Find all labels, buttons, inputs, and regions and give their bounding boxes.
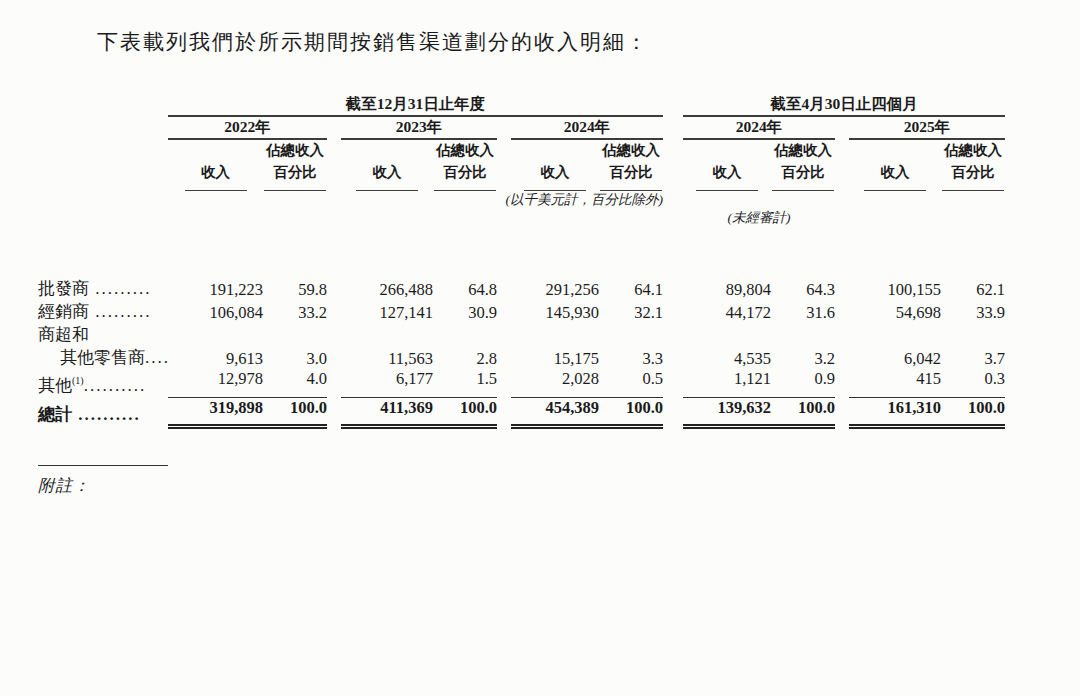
row-label: 批發商 ......... bbox=[38, 277, 168, 300]
revenue-subheader: 收入 bbox=[849, 139, 941, 191]
revenue-cell: 12,978 bbox=[168, 369, 263, 398]
pct-cell: 3.3 bbox=[599, 346, 663, 369]
pct-cell: 100.0 bbox=[599, 397, 663, 426]
revenue-cell: 145,930 bbox=[511, 300, 599, 323]
pct-cell: 2.8 bbox=[433, 346, 497, 369]
table-row-wholesalers: 批發商 ......... 191,223 59.8 266,488 64.8 … bbox=[38, 277, 1005, 300]
revenue-cell: 2,028 bbox=[511, 369, 599, 398]
table-row-others: 其他(1).......... 12,978 4.0 6,177 1.5 2,0… bbox=[38, 369, 1005, 398]
revenue-cell: 6,177 bbox=[341, 369, 433, 398]
period-header-interim: 截至4月30日止四個月 bbox=[683, 94, 1005, 116]
pct-subheader: 佔總收入百分比 bbox=[941, 139, 1005, 191]
pct-cell: 64.3 bbox=[771, 277, 835, 300]
revenue-cell: 127,141 bbox=[341, 300, 433, 323]
row-label: 總計 .......... bbox=[38, 397, 168, 426]
column-subheader-row: 收入 佔總收入百分比 收入 佔總收入百分比 收入 佔總收入百分比 收入 佔總收入… bbox=[38, 139, 1005, 191]
pct-cell: 62.1 bbox=[941, 277, 1005, 300]
year-header-2022: 2022年 bbox=[168, 116, 327, 139]
row-label: 其他零售商.... bbox=[38, 346, 168, 369]
pct-cell: 31.6 bbox=[771, 300, 835, 323]
footnote-label: 附註： bbox=[38, 466, 1080, 497]
unaudited-note-row: (未經審計) bbox=[38, 209, 1005, 227]
row-label: 商超和 bbox=[38, 323, 168, 346]
revenue-cell: 415 bbox=[849, 369, 941, 398]
pct-cell: 59.8 bbox=[263, 277, 327, 300]
revenue-cell: 319,898 bbox=[168, 397, 263, 426]
unaudited-note: (未經審計) bbox=[683, 209, 835, 227]
revenue-cell: 106,084 bbox=[168, 300, 263, 323]
pct-cell: 1.5 bbox=[433, 369, 497, 398]
revenue-cell: 6,042 bbox=[849, 346, 941, 369]
revenue-cell: 11,563 bbox=[341, 346, 433, 369]
year-header-row: 2022年 2023年 2024年 2024年 2025年 bbox=[38, 116, 1005, 139]
revenue-cell: 15,175 bbox=[511, 346, 599, 369]
revenue-cell: 4,535 bbox=[683, 346, 771, 369]
pct-cell: 33.2 bbox=[263, 300, 327, 323]
pct-cell: 3.7 bbox=[941, 346, 1005, 369]
pct-cell: 33.9 bbox=[941, 300, 1005, 323]
period-header-annual: 截至12月31日止年度 bbox=[168, 94, 663, 116]
revenue-subheader: 收入 bbox=[511, 139, 599, 191]
revenue-subheader: 收入 bbox=[168, 139, 263, 191]
revenue-cell: 191,223 bbox=[168, 277, 263, 300]
revenue-subheader: 收入 bbox=[683, 139, 771, 191]
pct-cell: 64.8 bbox=[433, 277, 497, 300]
revenue-subheader: 收入 bbox=[341, 139, 433, 191]
footnote-marker: (1) bbox=[72, 375, 84, 386]
revenue-cell: 89,804 bbox=[683, 277, 771, 300]
period-group-header-row: 截至12月31日止年度 截至4月30日止四個月 bbox=[38, 94, 1005, 116]
pct-subheader: 佔總收入百分比 bbox=[599, 139, 663, 191]
revenue-cell: 54,698 bbox=[849, 300, 941, 323]
pct-cell: 64.1 bbox=[599, 277, 663, 300]
table-row-total: 總計 .......... 319,898 100.0 411,369 100.… bbox=[38, 397, 1005, 426]
revenue-cell: 454,389 bbox=[511, 397, 599, 426]
pct-cell: 100.0 bbox=[771, 397, 835, 426]
pct-cell: 32.1 bbox=[599, 300, 663, 323]
year-header-2024-interim: 2024年 bbox=[683, 116, 835, 139]
pct-cell: 30.9 bbox=[433, 300, 497, 323]
revenue-cell: 291,256 bbox=[511, 277, 599, 300]
revenue-cell: 100,155 bbox=[849, 277, 941, 300]
pct-cell: 0.3 bbox=[941, 369, 1005, 398]
revenue-cell: 139,632 bbox=[683, 397, 771, 426]
pct-subheader: 佔總收入百分比 bbox=[433, 139, 497, 191]
table-row-other-retailers: 其他零售商.... 9,613 3.0 11,563 2.8 15,175 3.… bbox=[38, 346, 1005, 369]
table-row-distributors: 經銷商 ......... 106,084 33.2 127,141 30.9 … bbox=[38, 300, 1005, 323]
pct-cell: 100.0 bbox=[433, 397, 497, 426]
pct-cell: 100.0 bbox=[941, 397, 1005, 426]
unit-note-row: (以千美元計，百分比除外) bbox=[38, 191, 1005, 209]
revenue-cell: 411,369 bbox=[341, 397, 433, 426]
pct-cell: 4.0 bbox=[263, 369, 327, 398]
footnote-section: 附註： bbox=[38, 465, 1080, 497]
pct-cell: 3.2 bbox=[771, 346, 835, 369]
revenue-by-channel-table: 截至12月31日止年度 截至4月30日止四個月 2022年 2023年 2024… bbox=[38, 94, 1005, 429]
pct-cell: 0.5 bbox=[599, 369, 663, 398]
revenue-cell: 1,121 bbox=[683, 369, 771, 398]
year-header-2023: 2023年 bbox=[341, 116, 497, 139]
year-header-2025: 2025年 bbox=[849, 116, 1005, 139]
pct-subheader: 佔總收入百分比 bbox=[263, 139, 327, 191]
pct-cell: 100.0 bbox=[263, 397, 327, 426]
row-label: 經銷商 ......... bbox=[38, 300, 168, 323]
revenue-cell: 161,310 bbox=[849, 397, 941, 426]
revenue-cell: 44,172 bbox=[683, 300, 771, 323]
intro-text: 下表載列我們於所示期間按銷售渠道劃分的收入明細： bbox=[0, 0, 1080, 56]
pct-subheader: 佔總收入百分比 bbox=[771, 139, 835, 191]
year-header-2024: 2024年 bbox=[511, 116, 663, 139]
pct-cell: 3.0 bbox=[263, 346, 327, 369]
table-row-supermarkets-line1: 商超和 bbox=[38, 323, 1005, 346]
revenue-cell: 266,488 bbox=[341, 277, 433, 300]
unit-note: (以千美元計，百分比除外) bbox=[341, 191, 663, 209]
row-label: 其他(1).......... bbox=[38, 369, 168, 398]
revenue-cell: 9,613 bbox=[168, 346, 263, 369]
pct-cell: 0.9 bbox=[771, 369, 835, 398]
